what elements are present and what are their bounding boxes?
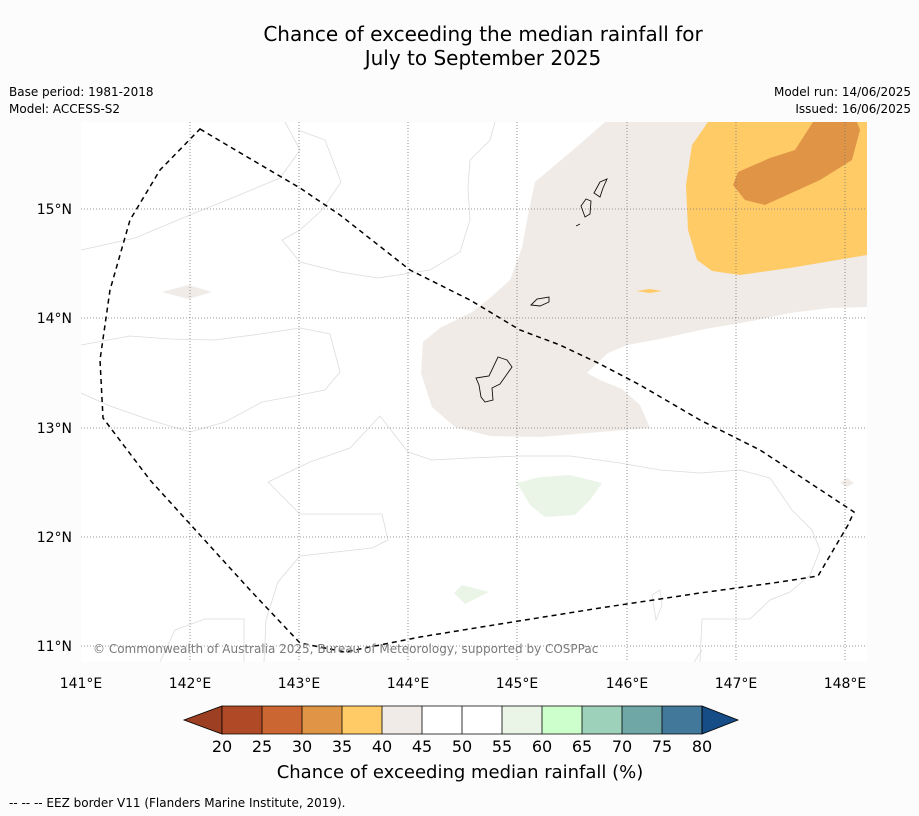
colorbar-tick-label: 70 <box>612 737 632 756</box>
lon-label: 145°E <box>496 676 539 692</box>
lat-label: 12°N <box>37 530 72 546</box>
contour-line-lower <box>263 481 389 662</box>
region-55-60-center <box>517 475 602 517</box>
base-period-text: Base period: 1981-2018 <box>9 85 154 99</box>
colorbar-segment <box>302 706 342 734</box>
colorbar-segment <box>542 706 582 734</box>
region-35-40-small <box>636 289 662 293</box>
lon-label: 148°E <box>824 676 867 692</box>
eez-footnote: -- -- -- EEZ border V11 (Flanders Marine… <box>9 796 346 810</box>
model-run-text: Model run: 14/06/2025 <box>773 85 911 99</box>
model-text: Model: ACCESS-S2 <box>9 102 121 116</box>
colorbar-tick-label: 60 <box>532 737 552 756</box>
eez-border <box>99 128 855 653</box>
colorbar-segment <box>422 706 462 734</box>
lon-label: 141°E <box>60 676 103 692</box>
lat-label: 11°N <box>37 639 72 655</box>
colorbar-segment <box>222 706 262 734</box>
colorbar-segment <box>622 706 662 734</box>
lon-label: 147°E <box>715 676 758 692</box>
island-rota <box>530 296 550 307</box>
colorbar-tick-labels: 20 25 30 35 40 45 50 55 60 65 70 75 80 <box>212 737 712 756</box>
contour-line-mid <box>267 415 821 662</box>
island-guam <box>475 356 513 403</box>
region-40-45-small-east <box>840 478 854 487</box>
colorbar-segment <box>342 706 382 734</box>
colorbar-tick-label: 35 <box>332 737 352 756</box>
colorbar-dividers <box>221 705 703 735</box>
colorbar-tick-label: 40 <box>372 737 392 756</box>
coastlines <box>475 178 608 403</box>
lon-label: 146°E <box>606 676 649 692</box>
contour-line-top-mid <box>281 122 496 279</box>
lon-label: 143°E <box>278 676 321 692</box>
colorbar-title: Chance of exceeding median rainfall (%) <box>277 762 644 783</box>
region-55-60-southwest <box>454 585 489 604</box>
colorbar-over-arrow <box>701 705 740 735</box>
colorbar: 20 25 30 35 40 45 50 55 60 65 70 75 80 C… <box>182 705 740 783</box>
colorbar-segment <box>262 706 302 734</box>
title-line-2: July to September 2025 <box>364 46 602 70</box>
colorbar-tick-label: 80 <box>692 737 712 756</box>
colorbar-tick-label: 50 <box>452 737 472 756</box>
lon-label: 142°E <box>169 676 212 692</box>
colorbar-under-arrow <box>182 705 223 735</box>
island-aguijan <box>575 223 581 227</box>
colorbar-tick-label: 30 <box>292 737 312 756</box>
colorbar-segment <box>582 706 622 734</box>
colorbar-tick-label: 55 <box>492 737 512 756</box>
meta-right: Model run: 14/06/2025 Issued: 16/06/2025 <box>774 84 911 118</box>
colorbar-tick-label: 45 <box>412 737 432 756</box>
lat-label: 15°N <box>37 202 72 218</box>
lat-label: 13°N <box>37 421 72 437</box>
colorbar-segment <box>502 706 542 734</box>
colorbar-tick-label: 20 <box>212 737 232 756</box>
colorbar-tick-label: 25 <box>252 737 272 756</box>
latitude-labels: 15°N 14°N 13°N 12°N 11°N <box>37 202 72 655</box>
map-title: Chance of exceeding the median rainfall … <box>0 22 919 70</box>
lon-label: 144°E <box>387 676 430 692</box>
island-saipan <box>593 178 608 198</box>
region-30-35-northeast <box>733 122 860 205</box>
colorbar-segment <box>382 706 422 734</box>
forecast-contour-lines <box>81 122 821 662</box>
copyright-text: © Commonwealth of Australia 2025, Bureau… <box>93 642 598 656</box>
contour-line-north <box>81 122 301 251</box>
contour-line-upper <box>81 327 341 433</box>
contour-line-southeast <box>693 649 703 662</box>
colorbar-tick-label: 75 <box>652 737 672 756</box>
title-line-1: Chance of exceeding the median rainfall … <box>263 22 703 46</box>
meta-left: Base period: 1981-2018 Model: ACCESS-S2 <box>9 84 154 118</box>
lat-label: 14°N <box>37 311 72 327</box>
graticule <box>81 122 867 662</box>
longitude-labels: 141°E 142°E 143°E 144°E 145°E 146°E 147°… <box>60 676 867 692</box>
island-tinian <box>580 198 592 218</box>
contour-line-southwest <box>159 618 245 662</box>
colorbar-segment <box>662 706 702 734</box>
contour-line-south <box>651 589 663 622</box>
region-40-45-west <box>162 285 212 299</box>
forecast-regions <box>162 122 867 604</box>
issued-text: Issued: 16/06/2025 <box>795 102 911 116</box>
colorbar-segment <box>462 706 502 734</box>
colorbar-tick-label: 65 <box>572 737 592 756</box>
